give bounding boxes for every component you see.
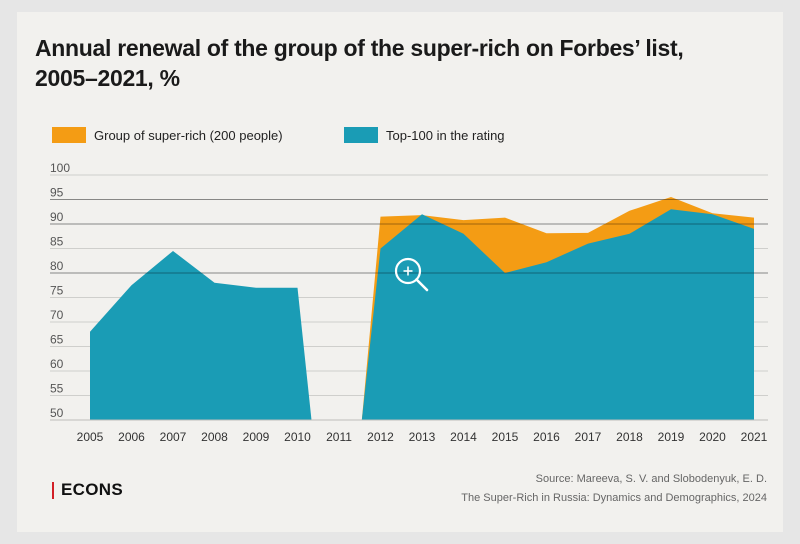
x-tick-label: 2014	[450, 430, 477, 444]
series-layer	[89, 197, 755, 420]
area-top-100-in-the-rating	[90, 250, 298, 420]
legend-swatch-top-100	[344, 127, 378, 143]
x-tick-label: 2012	[367, 430, 394, 444]
x-tick-label: 2010	[284, 430, 311, 444]
x-tick-label: 2019	[658, 430, 685, 444]
label-layer: 50 55 60 65 70 75 80 85 90 95 100 2005 2006 2007 2008 2…	[50, 161, 768, 444]
x-tick-label: 2008	[201, 430, 228, 444]
x-tick-label: 2021	[741, 430, 768, 444]
x-tick-label: 2006	[118, 430, 145, 444]
x-tick-label: 2009	[243, 430, 270, 444]
y-tick-label: 90	[50, 210, 64, 224]
legend-swatch-super-rich	[52, 127, 86, 143]
x-tick-label: 2020	[699, 430, 726, 444]
chart-title-line-2: 2005–2021, %	[35, 65, 180, 91]
source-line-2: The Super-Rich in Russia: Dynamics and D…	[461, 492, 767, 504]
magnifier-plus-icon[interactable]	[394, 257, 429, 292]
econs-logo: ECONS	[52, 480, 123, 500]
x-tick-label: 2005	[77, 430, 104, 444]
y-tick-label: 65	[50, 333, 64, 347]
x-tick-label: 2011	[326, 430, 352, 444]
source-note: Source: Mareeva, S. V. and Slobodenyuk, …	[461, 470, 767, 508]
y-tick-label: 85	[50, 235, 64, 249]
x-tick-label: 2017	[575, 430, 602, 444]
x-tick-label: 2015	[492, 430, 519, 444]
x-tick-label: 2013	[409, 430, 436, 444]
y-tick-label: 60	[50, 357, 64, 371]
area-edge-top-100-in-the-rating	[297, 287, 312, 420]
y-tick-label: 70	[50, 308, 64, 322]
chart-title-line-1: Annual renewal of the group of the super…	[35, 35, 684, 61]
y-tick-label: 100	[50, 161, 70, 175]
source-line-1: Source: Mareeva, S. V. and Slobodenyuk, …	[535, 473, 767, 485]
legend-label-super-rich: Group of super-rich (200 people)	[94, 127, 283, 143]
y-tick-label: 80	[50, 259, 64, 273]
overlay-layer	[50, 199, 768, 421]
y-tick-label: 95	[50, 186, 64, 200]
legend-item-super-rich: Group of super-rich (200 people)	[52, 126, 283, 144]
x-tick-label: 2007	[160, 430, 187, 444]
y-tick-label: 55	[50, 382, 64, 396]
logo-text: ECONS	[61, 480, 123, 499]
legend-label-top-100: Top-100 in the rating	[386, 127, 505, 143]
area-top-100-in-the-rating	[361, 209, 754, 420]
y-tick-label: 50	[50, 406, 64, 420]
y-tick-label: 75	[50, 284, 64, 298]
logo-accent-bar	[52, 481, 54, 499]
x-tick-label: 2018	[616, 430, 643, 444]
x-tick-label: 2016	[533, 430, 560, 444]
legend-item-top-100: Top-100 in the rating	[344, 126, 505, 144]
chart-title: Annual renewal of the group of the super…	[35, 33, 735, 93]
